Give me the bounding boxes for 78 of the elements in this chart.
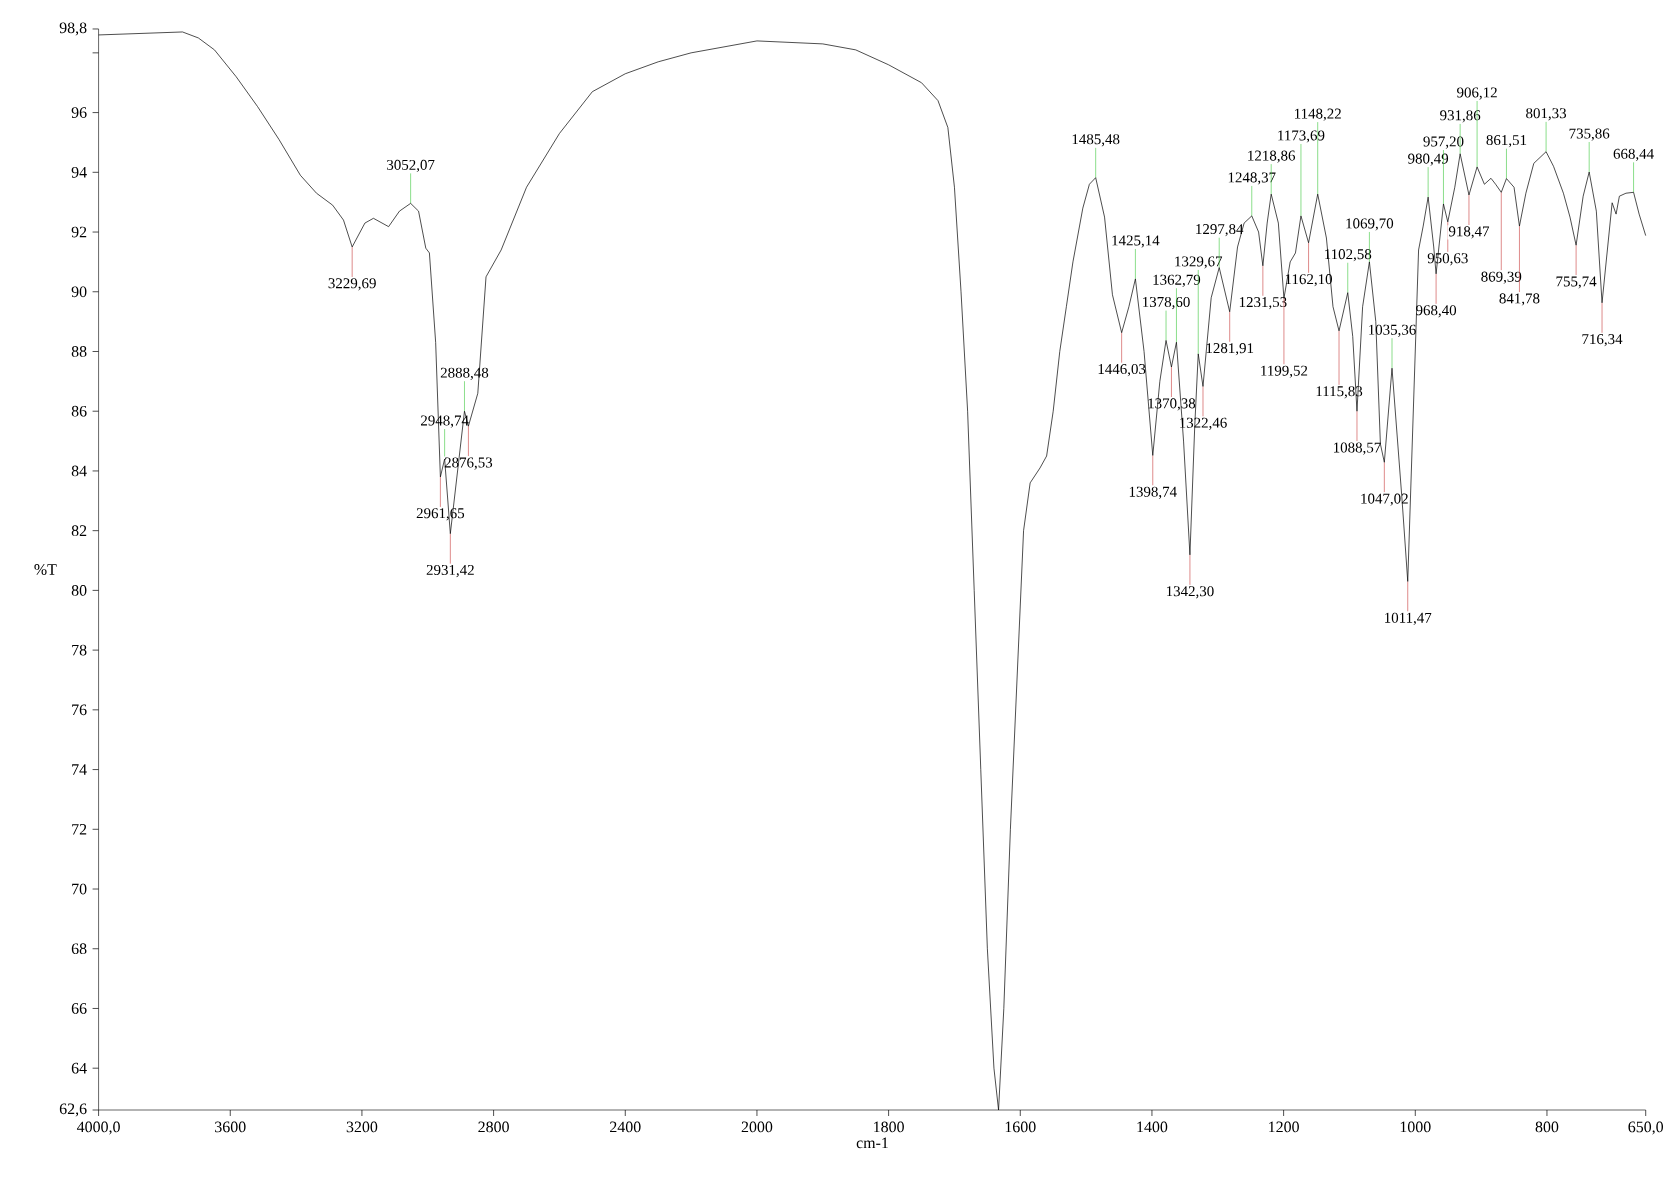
y-tick-label: 74 (72, 764, 87, 775)
x-tick-label: 3600 (215, 1121, 246, 1133)
annotation: 1297,84 (1196, 224, 1244, 237)
annotation: 3052,07 (387, 159, 435, 173)
annotation: 950,63 (1427, 253, 1468, 266)
annotation: 1248,37 (1228, 172, 1276, 185)
y-tick-label: 64 (71, 1062, 87, 1074)
x-tick-label: 800 (1535, 1121, 1559, 1133)
x-tick-label: 650,0 (1628, 1121, 1664, 1135)
annotation: 755,74 (1556, 276, 1597, 289)
annotation: 869,39 (1481, 271, 1522, 284)
annotation: 2876,53 (444, 457, 493, 470)
y-tick-label: 82 (71, 525, 87, 537)
x-tick-label: 4000,0 (76, 1121, 120, 1135)
annotation: 1425,14 (1112, 235, 1160, 248)
annotation: 1148,22 (1295, 108, 1341, 121)
y-tick-label: 86 (71, 405, 87, 417)
annotation: 1173,69 (1278, 130, 1325, 143)
x-tick-label: 1200 (1269, 1121, 1299, 1133)
annotation: 1362,79 (1153, 274, 1201, 287)
y-tick-label: 68 (71, 943, 87, 955)
annotation: 1047,02 (1361, 493, 1408, 506)
annotation: 1322,46 (1180, 417, 1227, 430)
y-tick-label: 90 (71, 286, 87, 298)
y-tick-label: 84 (71, 465, 87, 477)
annotation: 801,33 (1526, 108, 1567, 121)
annotation: 1398,74 (1129, 486, 1177, 499)
annotation: 735,86 (1569, 128, 1610, 141)
annotation: 1342,30 (1166, 586, 1214, 599)
annotation: 3229,69 (328, 278, 376, 291)
annotation: 957,20 (1423, 136, 1464, 149)
y-tick-label: 70 (72, 883, 87, 895)
annotation: 1218,86 (1248, 150, 1296, 163)
y-tick-label: 94 (71, 166, 87, 178)
x-tick-label: 1600 (1005, 1121, 1036, 1133)
annotation: 906,12 (1457, 87, 1497, 100)
y-tick-label: 92 (71, 226, 87, 238)
annotation: 1088,57 (1334, 442, 1381, 455)
annotation: 1069,70 (1346, 218, 1394, 231)
x-tick-label: 1000 (1400, 1121, 1431, 1133)
x-axis-title: cm-1 (856, 1137, 888, 1149)
annotation: 841,78 (1499, 293, 1540, 306)
annotation: 1199,52 (1261, 365, 1308, 378)
annotation: 980,49 (1408, 153, 1449, 166)
x-tick-label: 1800 (874, 1121, 904, 1133)
y-tick-label: 62,6 (59, 1103, 87, 1117)
y-axis-title: %T (34, 564, 57, 575)
annotation: 1035,36 (1369, 324, 1416, 337)
annotation: 1011,47 (1385, 612, 1432, 625)
x-tick-label: 2800 (478, 1121, 509, 1133)
annotation: 2931,42 (426, 564, 474, 578)
y-tick-label: 66 (71, 1003, 87, 1014)
annotation: 2888,48 (440, 367, 489, 380)
annotation: 1102,58 (1325, 249, 1372, 262)
annotation: 1485,48 (1072, 134, 1120, 147)
annotation: 1446,03 (1098, 363, 1146, 377)
annotation: 1329,67 (1175, 256, 1223, 269)
y-tick-label: 80 (71, 585, 87, 596)
y-tick-label: 76 (72, 704, 87, 716)
y-tick-label: 78 (72, 644, 87, 656)
x-tick-label: 2400 (610, 1121, 641, 1133)
annotation: 2961,65 (416, 508, 465, 521)
y-tick-label: 88 (71, 346, 87, 357)
x-tick-label: 3200 (346, 1121, 378, 1133)
annotation: 1378,60 (1143, 296, 1190, 310)
annotation: 918,47 (1448, 226, 1490, 239)
y-tick-label: 72 (72, 824, 87, 835)
annotation: 931,86 (1440, 110, 1481, 123)
annotation: 1231,53 (1239, 297, 1287, 310)
x-tick-label: 1400 (1137, 1121, 1168, 1133)
annotation: 1115,83 (1316, 386, 1363, 399)
annotation: 668,44 (1613, 148, 1654, 162)
annotation: 861,51 (1486, 135, 1527, 148)
annotation: 1281,91 (1206, 343, 1254, 356)
y-tick-label: 98,8 (59, 22, 87, 36)
annotation: 716,34 (1582, 334, 1623, 347)
y-tick-label: 96 (71, 107, 87, 118)
x-tick-label: 2000 (741, 1121, 773, 1133)
